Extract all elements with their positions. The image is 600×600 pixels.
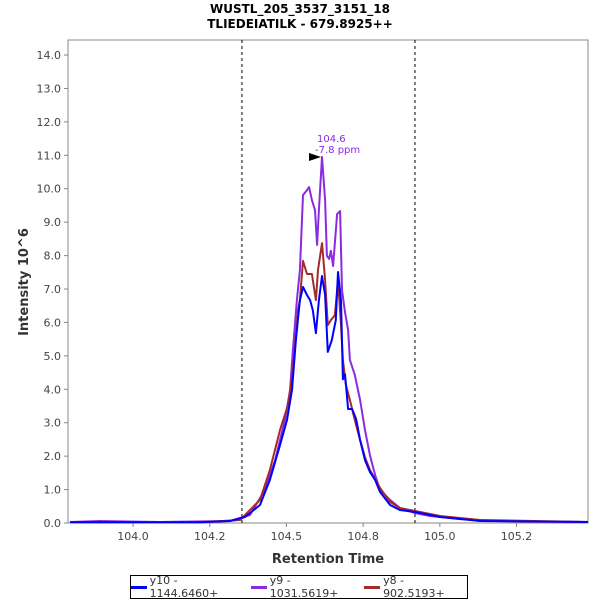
x-tick-label: 104.0 <box>117 530 149 543</box>
legend-swatch <box>131 585 147 589</box>
y-tick-label: 6.0 <box>44 316 62 329</box>
legend-label: y8 - 902.5193+ <box>383 574 445 600</box>
y-tick-label: 11.0 <box>37 149 62 162</box>
x-tick-label: 105.2 <box>501 530 533 543</box>
legend-swatch <box>251 585 267 589</box>
x-tick-label: 105.0 <box>424 530 456 543</box>
y-tick-label: 7.0 <box>44 283 62 296</box>
x-tick-label: 104.2 <box>194 530 226 543</box>
plot-area <box>67 39 589 524</box>
y-tick-label: 4.0 <box>44 383 62 396</box>
legend-label: y9 - 1031.5619+ <box>269 574 339 600</box>
legend-label: y10 - 1144.6460+ <box>149 574 219 600</box>
legend-item-y8: y8 - 902.5193+ <box>364 574 467 600</box>
y-tick-label: 5.0 <box>44 350 62 363</box>
legend-item-y10: y10 - 1144.6460+ <box>131 574 247 600</box>
y-tick-label: 13.0 <box>37 82 62 95</box>
y-tick-label: 0.0 <box>44 517 62 530</box>
chart-subtitle: TLIEDEIATILK - 679.8925++ <box>207 17 393 31</box>
y-tick-label: 1.0 <box>44 484 62 497</box>
y-axis-label: Intensity 10^6 <box>17 228 32 336</box>
legend-item-y9: y9 - 1031.5619+ <box>251 574 360 600</box>
legend: y10 - 1144.6460+ y9 - 1031.5619+ y8 - 90… <box>130 574 468 600</box>
y-tick-label: 10.0 <box>37 183 62 196</box>
x-tick-label: 104.5 <box>271 530 303 543</box>
peak-annotation-rt: 104.6 <box>317 134 346 145</box>
x-tick-label: 104.8 <box>347 530 379 543</box>
y-tick-label: 3.0 <box>44 417 62 430</box>
peak-arrow-icon <box>309 152 322 161</box>
chart-title: WUSTL_205_3537_3151_18 <box>210 2 390 16</box>
y-tick-label: 9.0 <box>44 216 62 229</box>
series-line-y8 <box>70 242 589 524</box>
peak-annotation-ppm: -7.8 ppm <box>315 145 360 156</box>
y-tick-label: 8.0 <box>44 250 62 263</box>
y-tick-label: 2.0 <box>44 450 62 463</box>
x-axis-label: Retention Time <box>272 552 384 567</box>
y-tick-label: 12.0 <box>37 116 62 129</box>
legend-swatch <box>364 585 381 589</box>
series-line-y10 <box>70 271 589 524</box>
y-tick-label: 14.0 <box>37 49 62 62</box>
